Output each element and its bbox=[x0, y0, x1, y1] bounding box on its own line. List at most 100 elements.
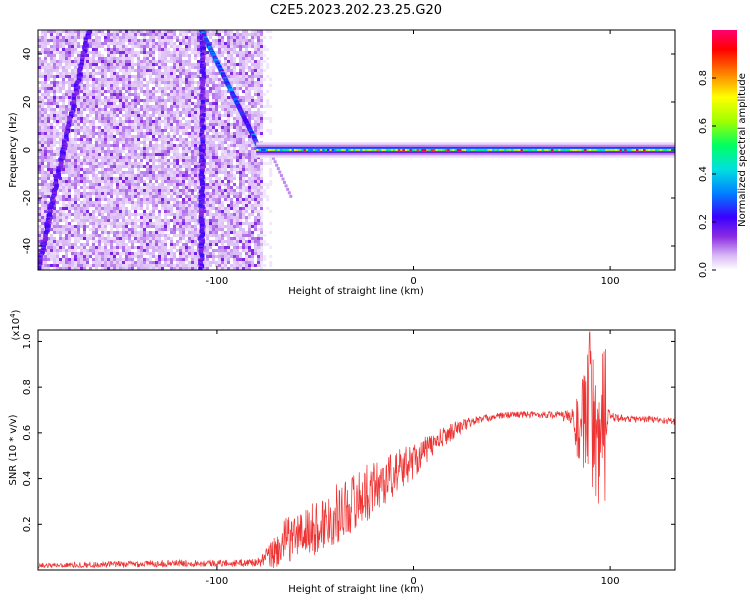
heatmap-cell bbox=[233, 210, 236, 213]
heatmap-cell bbox=[47, 135, 50, 138]
heatmap-cell bbox=[161, 177, 164, 180]
heatmap-cell bbox=[218, 48, 221, 51]
heatmap-cell bbox=[101, 252, 104, 255]
heatmap-cell bbox=[164, 129, 167, 132]
heatmap-cell bbox=[206, 189, 209, 192]
heatmap-cell bbox=[149, 141, 152, 144]
heatmap-cell bbox=[98, 105, 101, 108]
heatmap-cell bbox=[38, 51, 41, 54]
heatmap-cell bbox=[224, 66, 227, 69]
heatmap-cell bbox=[173, 105, 176, 108]
heatmap-cell bbox=[56, 261, 59, 264]
heatmap-cell bbox=[191, 237, 194, 240]
heatmap-cell bbox=[158, 264, 161, 267]
heatmap-cell bbox=[245, 87, 248, 90]
heatmap-cell bbox=[233, 102, 236, 105]
heatmap-cell bbox=[212, 225, 215, 228]
heatmap-cell bbox=[41, 108, 44, 111]
heatmap-cell bbox=[65, 69, 68, 72]
heatmap-cell bbox=[179, 96, 182, 99]
heatmap-cell bbox=[92, 219, 95, 222]
heatmap-cell bbox=[116, 177, 119, 180]
heatmap-cell bbox=[236, 30, 239, 33]
heatmap-cell bbox=[248, 168, 251, 171]
heatmap-cell bbox=[116, 150, 119, 153]
heatmap-cell bbox=[56, 162, 59, 165]
heatmap-cell bbox=[158, 33, 161, 36]
heatmap-cell bbox=[125, 231, 128, 234]
heatmap-cell bbox=[110, 159, 113, 162]
heatmap-cell bbox=[62, 108, 65, 111]
heatmap-cell bbox=[206, 207, 209, 210]
heatmap-cell bbox=[146, 90, 149, 93]
heatmap-cell bbox=[53, 69, 56, 72]
heatmap-cell bbox=[161, 219, 164, 222]
heatmap-cell bbox=[176, 207, 179, 210]
heatmap-cell bbox=[77, 30, 80, 33]
heatmap-cell bbox=[155, 198, 158, 201]
heatmap-cell bbox=[110, 99, 113, 102]
heatmap-cell bbox=[92, 174, 95, 177]
heatmap-cell bbox=[131, 225, 134, 228]
heatmap-cell bbox=[71, 180, 74, 183]
heatmap-cell bbox=[44, 135, 47, 138]
heatmap-cell bbox=[221, 180, 224, 183]
heatmap-cell bbox=[182, 147, 185, 150]
heatmap-cell bbox=[74, 129, 77, 132]
heatmap-cell bbox=[101, 111, 104, 114]
heatmap-cell bbox=[119, 78, 122, 81]
heatmap-cell bbox=[209, 159, 212, 162]
heatmap-cell bbox=[233, 132, 236, 135]
heatmap-cell bbox=[107, 126, 110, 129]
heatmap-cell bbox=[62, 219, 65, 222]
heatmap-cell bbox=[158, 48, 161, 51]
heatmap-cell bbox=[170, 111, 173, 114]
heatmap-cell bbox=[77, 222, 80, 225]
heatmap-cell bbox=[155, 108, 158, 111]
heatmap-cell bbox=[56, 150, 59, 153]
heatmap-cell bbox=[53, 258, 56, 261]
heatmap-cell bbox=[128, 141, 131, 144]
heatmap-cell bbox=[158, 243, 161, 246]
heatmap-cell bbox=[152, 123, 155, 126]
heatmap-cell bbox=[98, 162, 101, 165]
heatmap-cell bbox=[218, 213, 221, 216]
heatmap-cell bbox=[242, 201, 245, 204]
heatmap-cell bbox=[158, 51, 161, 54]
heatmap-cell bbox=[131, 48, 134, 51]
heatmap-cell bbox=[164, 156, 167, 159]
heatmap-cell bbox=[233, 72, 236, 75]
heatmap-cell bbox=[59, 60, 62, 63]
heatmap-cell bbox=[185, 72, 188, 75]
heatmap-cell bbox=[224, 102, 227, 105]
heatmap-cell bbox=[104, 171, 107, 174]
heatmap-cell bbox=[185, 36, 188, 39]
heatmap-cell bbox=[152, 171, 155, 174]
heatmap-cell bbox=[134, 138, 137, 141]
heatmap-cell bbox=[50, 117, 53, 120]
heatmap-cell bbox=[71, 30, 74, 33]
heatmap-cell bbox=[110, 69, 113, 72]
heatmap-cell bbox=[113, 264, 116, 267]
heatmap-cell bbox=[242, 246, 245, 249]
heatmap-cell bbox=[38, 198, 41, 201]
heatmap-cell bbox=[158, 111, 161, 114]
heatmap-cell bbox=[242, 51, 245, 54]
heatmap-cell bbox=[86, 192, 89, 195]
heatmap-cell bbox=[80, 165, 83, 168]
heatmap-cell bbox=[86, 225, 89, 228]
heatmap-cell bbox=[116, 72, 119, 75]
heatmap-cell bbox=[137, 69, 140, 72]
heatmap-cell bbox=[167, 264, 170, 267]
heatmap-cell bbox=[83, 147, 86, 150]
heatmap-cell bbox=[209, 123, 212, 126]
heatmap-cell bbox=[182, 132, 185, 135]
heatmap-cell bbox=[137, 33, 140, 36]
heatmap-cell bbox=[80, 225, 83, 228]
heatmap-cell bbox=[215, 174, 218, 177]
heatmap-cell bbox=[182, 156, 185, 159]
heatmap-cell bbox=[221, 210, 224, 213]
heatmap-cell bbox=[218, 162, 221, 165]
heatmap-cell bbox=[98, 45, 101, 48]
heatmap-cell bbox=[74, 201, 77, 204]
